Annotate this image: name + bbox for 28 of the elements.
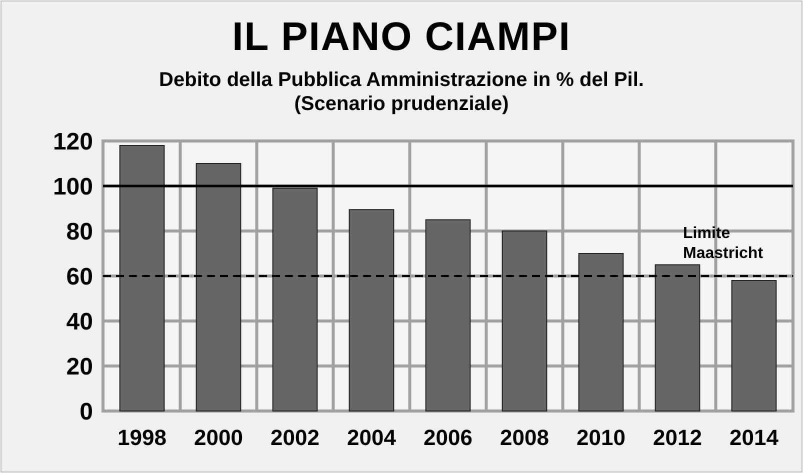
bar: [348, 209, 394, 412]
bar: [425, 219, 471, 412]
x-tick-label: 2014: [730, 425, 780, 450]
x-tick-label: 2004: [347, 425, 397, 450]
bar: [196, 163, 242, 412]
bar: [119, 145, 165, 412]
x-tick-label: 2002: [270, 425, 320, 450]
bar: [272, 188, 318, 412]
y-tick-label: 40: [66, 308, 93, 336]
y-tick-label: 20: [66, 353, 93, 380]
x-tick-label: 2006: [424, 425, 472, 450]
bar: [578, 253, 624, 412]
chart-title: IL PIANO CIAMPI: [232, 15, 571, 59]
x-tick-label: 2008: [500, 425, 549, 450]
x-tick-label: 2012: [653, 425, 702, 450]
y-tick-label: 120: [52, 128, 93, 156]
ref-line-label: Limite Maastricht: [683, 225, 764, 262]
y-tick-label: 80: [66, 218, 93, 246]
chart-subtitle: Debito della Pubblica Amministrazione in % del Pil. (Scenario prudenziale): [159, 69, 644, 115]
x-tick-label: 1998: [118, 425, 166, 450]
y-tick-label: 100: [52, 173, 93, 200]
y-tick-label: 0: [80, 398, 93, 426]
x-tick-label: 2010: [576, 425, 626, 450]
bar: [654, 264, 700, 412]
bar: [502, 230, 548, 412]
x-tick-label: 2000: [194, 425, 243, 450]
y-tick-label: 60: [66, 263, 93, 290]
bar: [731, 280, 777, 412]
